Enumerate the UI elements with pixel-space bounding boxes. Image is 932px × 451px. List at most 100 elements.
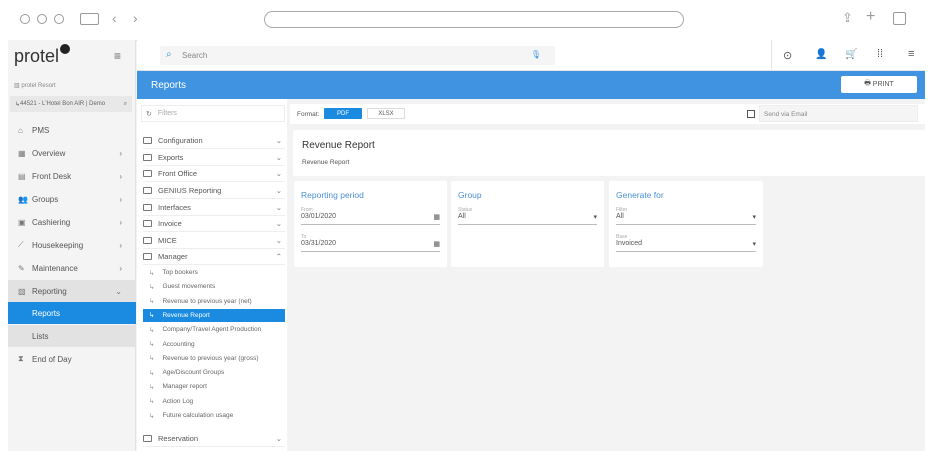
sidebar-item-reporting[interactable]: ▧ Reporting ⌄ xyxy=(8,280,136,302)
chevron-right-icon: › xyxy=(119,148,122,158)
chevron-right-icon: › xyxy=(119,240,122,250)
sidebar-item-end-of-day[interactable]: ⧗ End of Day xyxy=(18,354,72,364)
printer-icon: 🖶 xyxy=(864,80,873,87)
apps-icon[interactable]: ⁞⁞ xyxy=(877,48,884,60)
chevron-right-icon: › xyxy=(119,171,122,181)
sidebar-item-front-desk[interactable]: ▤ Front Desk › xyxy=(18,171,122,181)
base-select[interactable]: Invoiced ▾ xyxy=(616,240,756,252)
folder-7[interactable]: Manager ⌃ xyxy=(143,249,285,265)
dropdown-arrow-icon: ▾ xyxy=(593,214,597,221)
folder-icon xyxy=(143,253,152,260)
page-title: Reports xyxy=(151,80,187,91)
sidebar-item-reports[interactable]: Reports xyxy=(8,302,136,324)
microphone-icon[interactable]: 🎙 xyxy=(530,50,541,59)
status-select[interactable]: All ▾ xyxy=(458,213,597,225)
report-item[interactable]: ↳ Manager report xyxy=(149,383,207,391)
new-tab-icon[interactable]: + xyxy=(866,8,876,25)
folder-5[interactable]: Invoice ⌄ xyxy=(143,216,285,232)
sidebar-item-pms[interactable]: ⌂ PMS xyxy=(18,125,50,135)
report-item[interactable]: ↳ Age/Discount Groups xyxy=(149,369,225,377)
arrow-icon: ↳ xyxy=(149,383,155,391)
arrow-icon: ↳ xyxy=(149,269,155,277)
window-close-button[interactable] xyxy=(20,14,30,24)
dropdown-arrow-icon: ▾ xyxy=(752,241,756,248)
report-item[interactable]: ↳ Guest movements xyxy=(149,283,216,291)
logo-badge-icon xyxy=(60,44,70,54)
forward-icon[interactable]: › xyxy=(133,10,138,26)
register-icon: ▣ xyxy=(18,217,26,227)
folder-6[interactable]: MICE ⌄ xyxy=(143,233,285,249)
folder-icon xyxy=(143,170,152,177)
arrow-icon: ↳ xyxy=(149,326,155,334)
search-icon: ⌕ xyxy=(166,49,172,60)
to-date-input[interactable]: 03/31/2020 ▦ xyxy=(301,240,440,252)
group-card: Group Status All ▾ xyxy=(451,181,604,267)
folder-icon xyxy=(143,220,152,227)
record-icon[interactable]: ⊙ xyxy=(783,50,793,62)
folder-3[interactable]: GENIUS Reporting ⌄ xyxy=(143,183,285,199)
folder-icon xyxy=(143,154,152,161)
send-email-checkbox[interactable] xyxy=(747,110,755,118)
report-item[interactable]: ↳ Accounting xyxy=(149,340,195,349)
home-icon: ⌂ xyxy=(18,125,23,135)
search-icon[interactable]: ⌕ xyxy=(123,100,127,107)
report-item[interactable]: ↳ Revenue to previous year (net) xyxy=(149,297,252,306)
sidebar-item-housekeeping[interactable]: ⟋ Housekeeping › xyxy=(18,240,122,250)
list-icon[interactable]: ≡ xyxy=(908,48,915,60)
cart-icon[interactable]: 🛒 xyxy=(845,49,858,60)
folder-reservation[interactable]: Reservation ⌄ xyxy=(143,431,285,447)
report-info: Revenue Report Revenue Report xyxy=(293,130,925,176)
calendar-icon[interactable]: ▦ xyxy=(433,241,440,248)
report-item[interactable]: ↳ Company/Travel Agent Production xyxy=(149,326,262,334)
from-date-input[interactable]: 03/01/2020 ▦ xyxy=(301,213,440,225)
report-item[interactable]: ↳ Revenue to previous year (gross) xyxy=(149,354,259,363)
chevron-down-icon: ⌄ xyxy=(275,169,282,178)
desk-icon: ▤ xyxy=(18,171,26,181)
folder-icon xyxy=(143,204,152,211)
sidebar-item-lists[interactable]: Lists xyxy=(8,325,136,347)
filter-select[interactable]: All ▾ xyxy=(616,213,756,225)
sidebar-item-cashiering[interactable]: ▣ Cashiering › xyxy=(18,217,122,227)
report-item[interactable]: ↳ Revenue Report xyxy=(143,308,285,322)
report-icon: ▧ xyxy=(18,286,26,296)
back-icon[interactable]: ‹ xyxy=(112,10,117,26)
people-icon: 👥 xyxy=(18,194,28,204)
window-minimize-button[interactable] xyxy=(37,14,47,24)
sidebar-item-groups[interactable]: 👥 Groups › xyxy=(18,194,122,204)
format-pdf-button[interactable]: PDF xyxy=(324,108,362,119)
folder-2[interactable]: Front Office ⌄ xyxy=(143,166,285,182)
hotel-group: ▥ protel Resort xyxy=(14,83,56,89)
address-bar[interactable] xyxy=(264,11,684,28)
folder-4[interactable]: Interfaces ⌄ xyxy=(143,200,285,216)
browser-chrome: ‹ › ⇪ + xyxy=(0,0,932,40)
report-item[interactable]: ↳ Action Log xyxy=(149,397,194,406)
sidebar-item-maintenance[interactable]: ✎ Maintenance › xyxy=(18,263,122,273)
arrow-icon: ↳ xyxy=(149,341,155,348)
generate-for-card: Generate for Filter All ▾ Base Invoiced ▾ xyxy=(609,181,763,267)
tabs-icon[interactable] xyxy=(893,12,906,25)
calendar-icon[interactable]: ▦ xyxy=(433,214,440,221)
folder-0[interactable]: Configuration ⌄ xyxy=(143,133,285,149)
format-xlsx-button[interactable]: XLSX xyxy=(367,108,405,119)
folder-icon xyxy=(143,237,152,244)
user-icon[interactable]: 👤 xyxy=(815,49,828,60)
search-input[interactable]: ⌕ Search 🎙 xyxy=(160,46,555,65)
report-item[interactable]: ↳ Top bookers xyxy=(149,269,198,277)
report-tree xyxy=(137,99,287,451)
sidebar-item-overview[interactable]: ▦ Overview › xyxy=(18,148,122,158)
reporting-period-card: Reporting period From 03/01/2020 ▦ To 03/… xyxy=(294,181,447,267)
chevron-down-icon: ⌄ xyxy=(275,236,282,245)
report-item[interactable]: ↳ Future calculation usage xyxy=(149,412,234,420)
refresh-icon: ↻ xyxy=(146,110,152,118)
window-maximize-button[interactable] xyxy=(54,14,64,24)
sidebar-toggle-icon[interactable] xyxy=(80,13,99,25)
email-input[interactable]: Send via Email xyxy=(759,105,918,122)
print-button[interactable]: 🖶 PRINT xyxy=(841,76,917,93)
menu-icon[interactable]: ≡ xyxy=(114,49,122,63)
broom-icon: ⟋ xyxy=(18,240,24,249)
share-icon[interactable]: ⇪ xyxy=(842,10,853,25)
format-bar: Format: PDF XLSX Send via Email xyxy=(290,104,925,124)
property-selector[interactable]: ↳ 44521 - L'Hotel Bon AIR | Demo ⌕ xyxy=(10,96,132,112)
folder-1[interactable]: Exports ⌄ xyxy=(143,150,285,166)
filters-input[interactable]: ↻ Filters xyxy=(141,105,285,122)
